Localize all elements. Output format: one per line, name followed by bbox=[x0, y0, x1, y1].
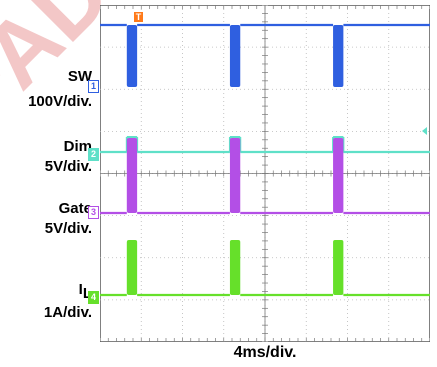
grid bbox=[100, 5, 430, 342]
gate-scale-label: 5V/div. bbox=[44, 220, 92, 237]
ch2-marker: 2 bbox=[88, 148, 99, 161]
trace-pulse-il bbox=[333, 240, 344, 295]
ch1-marker: 1 bbox=[88, 80, 99, 93]
trace-pulse-gate bbox=[229, 138, 241, 213]
il-name: I bbox=[78, 281, 83, 298]
trace-pulse-sw bbox=[333, 25, 344, 87]
time-per-division: 4ms/div. bbox=[233, 344, 297, 361]
dim-scale-label: 5V/div. bbox=[44, 158, 92, 175]
trace-pulse-sw bbox=[126, 25, 138, 87]
trace-gate bbox=[100, 138, 430, 215]
ch4-marker: 4 bbox=[88, 291, 99, 304]
scope-screen: T bbox=[100, 5, 430, 342]
trigger-level-arrow bbox=[422, 127, 427, 135]
trace-pulse-il bbox=[229, 240, 241, 295]
trace-pulse-gate bbox=[126, 138, 138, 213]
trigger-label: T bbox=[136, 12, 142, 22]
il-label: IL bbox=[79, 281, 92, 303]
trace-pulse-sw bbox=[229, 25, 241, 87]
il-scale-label: 1A/div. bbox=[43, 304, 92, 321]
ch3-marker: 3 bbox=[88, 206, 99, 219]
il-subscript: L bbox=[83, 285, 92, 302]
waveform-traces bbox=[100, 23, 430, 297]
gate-label: Gate bbox=[58, 200, 92, 217]
trace-il bbox=[100, 240, 430, 297]
trigger-marker: T bbox=[134, 12, 143, 22]
trace-pulse-gate bbox=[333, 138, 344, 213]
dim-label: Dim bbox=[63, 138, 92, 155]
sw-name: SW bbox=[67, 68, 92, 85]
trace-pulse-il bbox=[126, 240, 138, 295]
sw-scale-label: 100V/div. bbox=[28, 93, 92, 110]
trace-sw bbox=[100, 23, 430, 87]
sw-label: SW bbox=[68, 68, 92, 86]
